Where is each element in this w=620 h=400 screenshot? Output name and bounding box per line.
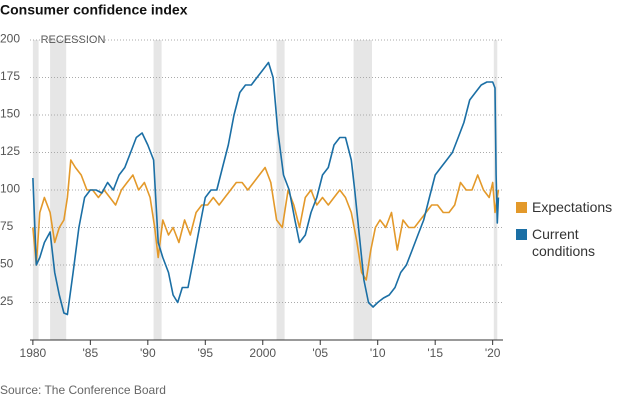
source: Source: The Conference Board xyxy=(0,383,166,397)
legend-item: Expectations xyxy=(516,199,620,216)
legend-label: Current conditions xyxy=(532,226,596,259)
recession-label: RECESSION xyxy=(41,34,106,46)
legend-swatch xyxy=(516,202,527,213)
y-tick-label: 200 xyxy=(0,32,20,46)
x-tick-label: '15 xyxy=(427,346,443,360)
legend-label: Expectations xyxy=(532,199,613,215)
legend-swatch xyxy=(516,229,527,240)
legend-item: Current conditions xyxy=(516,226,620,260)
y-tick-label: 125 xyxy=(0,144,20,158)
recession-band xyxy=(32,40,39,340)
x-tick-label: '10 xyxy=(370,346,386,360)
y-tick-label: 175 xyxy=(0,69,20,83)
recession-band xyxy=(276,40,285,340)
y-tick-label: 75 xyxy=(0,219,14,233)
x-tick-label: '95 xyxy=(197,346,213,360)
y-tick-label: 25 xyxy=(0,294,14,308)
series-line xyxy=(32,159,500,281)
chart-title: Consumer confidence index xyxy=(0,2,188,18)
y-tick-label: 50 xyxy=(0,257,14,271)
recession-band xyxy=(353,40,372,340)
x-tick-label: '85 xyxy=(83,346,99,360)
y-tick-label: 100 xyxy=(0,182,20,196)
x-tick-label: '90 xyxy=(140,346,156,360)
y-tick-label: 150 xyxy=(0,107,20,121)
x-tick-label: 1980 xyxy=(20,346,47,360)
x-tick-label: 2000 xyxy=(249,346,276,360)
x-tick-label: '20 xyxy=(485,346,501,360)
series-line xyxy=(32,61,500,316)
x-tick-label: '05 xyxy=(312,346,328,360)
recession-band xyxy=(153,40,162,340)
